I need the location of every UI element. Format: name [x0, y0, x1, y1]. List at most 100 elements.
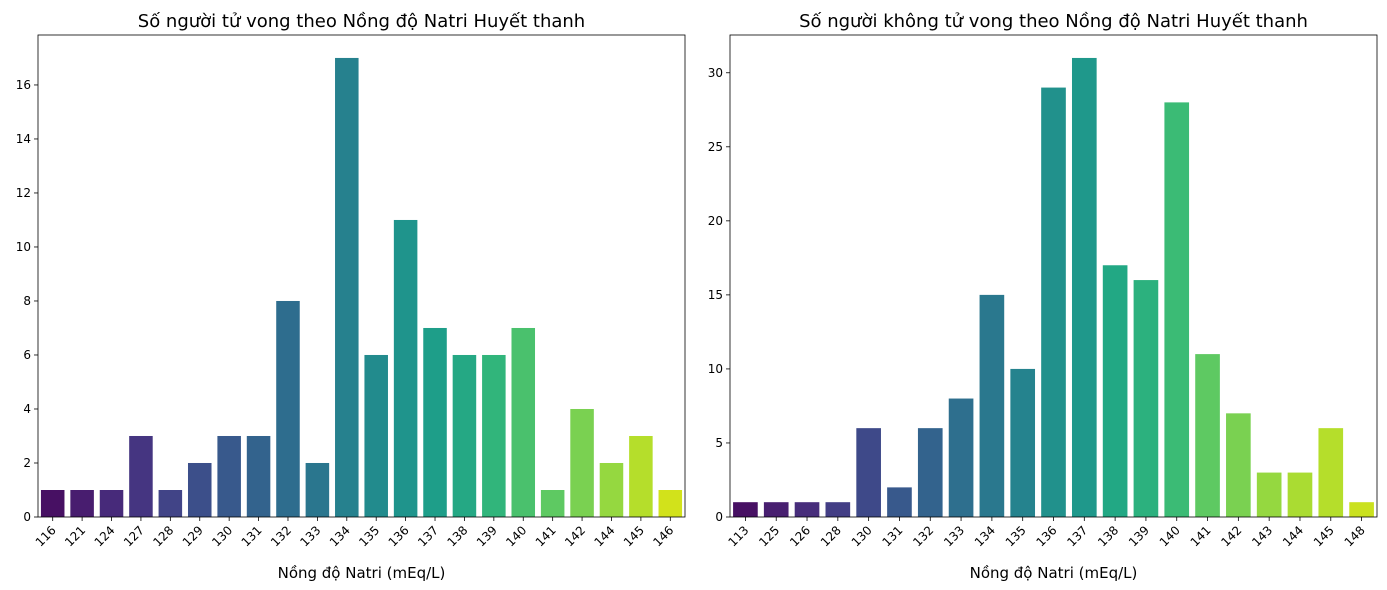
- chart-panel-deaths: Số người tử vong theo Nồng độ Natri Huyế…: [16, 11, 686, 582]
- bar-113: [733, 502, 758, 517]
- plot-frame: [37, 34, 686, 518]
- bar-139: [482, 354, 506, 517]
- y-tick-label: 4: [23, 402, 31, 416]
- bar-137: [423, 327, 447, 517]
- x-tick-label: 145: [1311, 523, 1337, 549]
- y-tick-label: 2: [23, 456, 31, 470]
- bar-125: [763, 502, 789, 517]
- y-tick-label: 16: [16, 78, 31, 92]
- y-tick-label: 20: [708, 214, 723, 228]
- bar-142: [1226, 413, 1251, 517]
- bar-145: [1318, 428, 1344, 517]
- y-tick-label: 5: [715, 436, 723, 450]
- bar-131: [246, 435, 271, 517]
- x-tick-label: 132: [910, 523, 936, 549]
- x-tick-label: 139: [474, 523, 500, 549]
- y-tick-label: 30: [708, 66, 723, 80]
- y-tick-label: 14: [16, 132, 31, 146]
- bar-128: [825, 502, 851, 517]
- x-tick-label: 128: [150, 523, 176, 549]
- bar-141: [540, 490, 565, 517]
- x-tick-label: 116: [33, 523, 59, 549]
- x-tick-label: 127: [121, 523, 147, 549]
- x-tick-label: 135: [356, 523, 382, 549]
- x-tick-label: 136: [1034, 523, 1060, 549]
- x-tick-label: 141: [1188, 523, 1214, 549]
- x-tick-label: 124: [92, 523, 118, 549]
- bar-128: [158, 490, 183, 517]
- bar-136: [1041, 87, 1066, 517]
- bar-133: [948, 398, 974, 517]
- bar-126: [794, 502, 820, 517]
- bar-133: [305, 462, 330, 517]
- x-axis-label: Nồng độ Natri (mEq/L): [970, 564, 1138, 582]
- bar-135: [364, 354, 388, 517]
- x-tick-label: 125: [756, 523, 782, 549]
- bar-124: [99, 490, 124, 517]
- y-tick-label: 10: [708, 362, 723, 376]
- bar-132: [917, 428, 943, 517]
- x-tick-label: 136: [386, 523, 412, 549]
- y-tick-label: 25: [708, 140, 723, 154]
- bar-143: [1256, 472, 1282, 517]
- x-tick-label: 138: [444, 523, 470, 549]
- bar-134: [335, 57, 359, 517]
- bar-140: [1164, 102, 1190, 517]
- x-tick-label: 146: [650, 523, 676, 549]
- x-tick-label: 141: [533, 523, 559, 549]
- x-tick-label: 134: [972, 523, 998, 549]
- bar-145: [629, 435, 653, 517]
- x-tick-label: 144: [592, 523, 618, 549]
- y-tick-label: 0: [23, 510, 31, 524]
- bar-136: [393, 219, 418, 517]
- bar-138: [452, 354, 477, 517]
- x-tick-label: 130: [209, 523, 235, 549]
- y-tick-label: 10: [16, 240, 31, 254]
- x-tick-label: 121: [62, 523, 88, 549]
- bar-135: [1010, 368, 1036, 517]
- x-tick-label: 148: [1342, 523, 1368, 549]
- bar-148: [1349, 502, 1374, 517]
- bar-141: [1195, 354, 1220, 517]
- bar-142: [570, 408, 594, 517]
- y-tick-label: 15: [708, 288, 723, 302]
- y-tick-label: 6: [23, 348, 31, 362]
- bar-134: [979, 294, 1005, 517]
- x-tick-label: 135: [1003, 523, 1029, 549]
- bar-146: [658, 490, 683, 517]
- bar-131: [887, 487, 912, 517]
- y-tick-label: 8: [23, 294, 31, 308]
- x-tick-label: 131: [239, 523, 265, 549]
- x-tick-label: 126: [787, 523, 813, 549]
- chart-title: Số người không tử vong theo Nồng độ Natr…: [799, 11, 1308, 32]
- bar-139: [1133, 280, 1159, 517]
- bar-130: [856, 428, 881, 517]
- bar-121: [70, 490, 94, 517]
- x-tick-label: 139: [1126, 523, 1152, 549]
- bar-127: [129, 435, 153, 517]
- chart-panel-survivors: Số người không tử vong theo Nồng độ Natr…: [708, 11, 1378, 582]
- x-tick-label: 138: [1095, 523, 1121, 549]
- bar-144: [599, 462, 624, 517]
- x-tick-label: 128: [818, 523, 844, 549]
- bar-132: [276, 300, 300, 517]
- bar-116: [40, 490, 65, 517]
- x-tick-label: 131: [879, 523, 905, 549]
- x-axis-label: Nồng độ Natri (mEq/L): [278, 564, 446, 582]
- bar-130: [217, 435, 241, 517]
- x-tick-label: 143: [1249, 523, 1275, 549]
- x-tick-label: 144: [1280, 523, 1306, 549]
- x-tick-label: 129: [180, 523, 206, 549]
- x-tick-label: 133: [941, 523, 967, 549]
- x-tick-label: 113: [725, 523, 751, 549]
- y-tick-label: 12: [16, 186, 31, 200]
- x-tick-label: 142: [562, 523, 588, 549]
- x-tick-label: 130: [849, 523, 875, 549]
- x-tick-label: 132: [268, 523, 294, 549]
- x-tick-label: 145: [621, 523, 647, 549]
- x-tick-label: 134: [327, 523, 353, 549]
- bar-138: [1102, 265, 1128, 517]
- x-tick-label: 142: [1218, 523, 1244, 549]
- x-tick-label: 137: [1064, 523, 1090, 549]
